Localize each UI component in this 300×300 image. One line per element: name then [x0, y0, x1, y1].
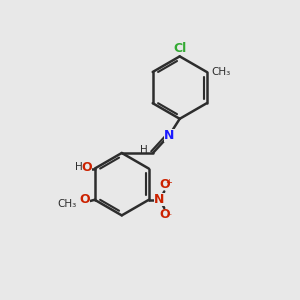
- Text: O: O: [81, 160, 92, 174]
- Text: CH₃: CH₃: [57, 199, 76, 209]
- Text: O: O: [160, 208, 170, 221]
- Text: ⁻: ⁻: [167, 212, 172, 222]
- Text: O: O: [160, 178, 170, 191]
- Text: CH₃: CH₃: [211, 67, 230, 77]
- Text: N: N: [164, 129, 175, 142]
- Text: H: H: [140, 145, 148, 155]
- Text: H: H: [74, 162, 82, 172]
- Text: N: N: [154, 193, 164, 206]
- Text: O: O: [80, 193, 90, 206]
- Text: +: +: [166, 178, 172, 187]
- Text: Cl: Cl: [173, 42, 186, 55]
